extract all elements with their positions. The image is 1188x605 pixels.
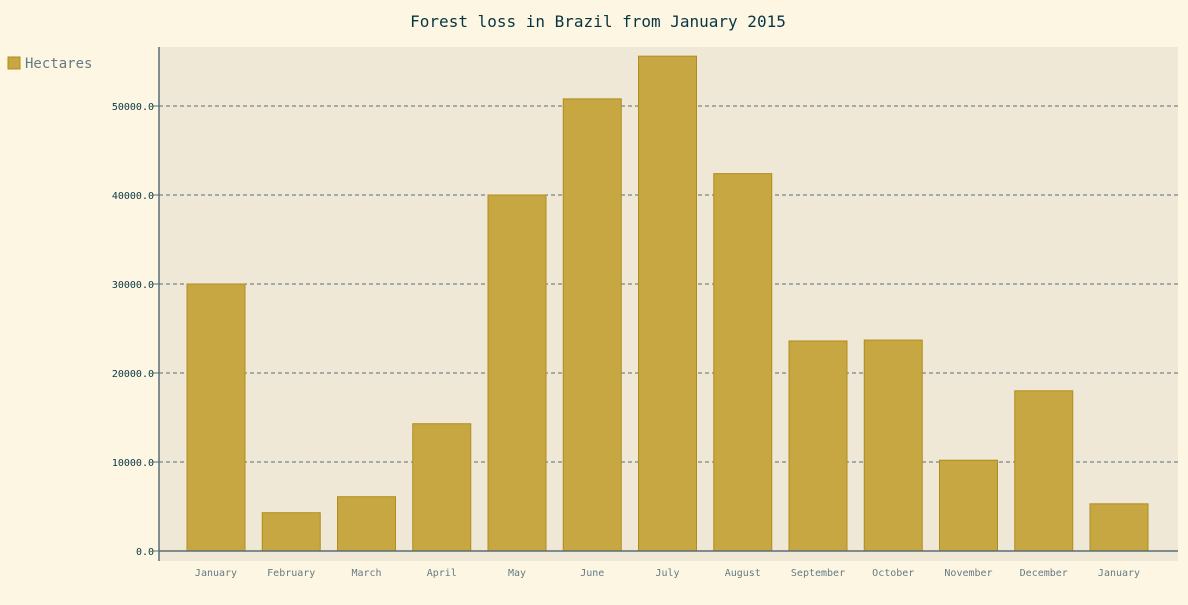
x-tick-label: August [725,568,761,579]
bar-9[interactable] [788,340,848,552]
y-tick-label: 20000.0 [112,369,154,380]
bar-1[interactable] [186,283,246,552]
y-tick-label: 0.0 [136,547,154,558]
grid-lines [159,105,1178,463]
x-tick-label: March [351,568,381,579]
bar-7[interactable] [638,55,697,552]
legend-label-hectares: Hectares [25,56,92,72]
x-tick-label: July [655,568,679,579]
x-tick-label: January [1098,568,1140,579]
x-tick-label: February [267,568,315,579]
bar-5[interactable] [487,194,547,552]
y-tick-label: 30000.0 [112,280,154,291]
bar-4[interactable] [412,423,472,552]
x-tick-label: June [580,568,604,579]
bar-3[interactable] [337,496,396,552]
x-tick-label: January [195,568,237,579]
x-tick-label: May [508,568,526,579]
bar-8[interactable] [713,173,773,552]
y-axis-ticks: 0.0 10000.0 20000.0 30000.0 40000.0 50000.0 [112,102,159,558]
bar-13[interactable] [1089,503,1149,552]
bar-2[interactable] [261,512,321,552]
x-tick-label: April [427,568,457,579]
x-tick-label: December [1020,568,1068,579]
bars [186,55,1149,552]
y-tick-label: 10000.0 [112,458,154,469]
x-tick-label: October [872,568,914,579]
bar-11[interactable] [939,459,998,552]
x-tick-label: September [791,568,845,579]
legend[interactable]: Hectares [7,56,92,72]
chart-title: Forest loss in Brazil from January 2015 [410,12,786,31]
y-tick-label: 50000.0 [112,102,154,113]
x-axis-ticks: January February March April May June July Augu… [195,568,1140,579]
bar-10[interactable] [863,339,923,552]
bar-6[interactable] [562,98,622,552]
y-tick-label: 40000.0 [112,191,154,202]
legend-swatch-hectares [7,56,21,70]
x-tick-label: November [944,568,992,579]
bar-12[interactable] [1014,390,1074,552]
